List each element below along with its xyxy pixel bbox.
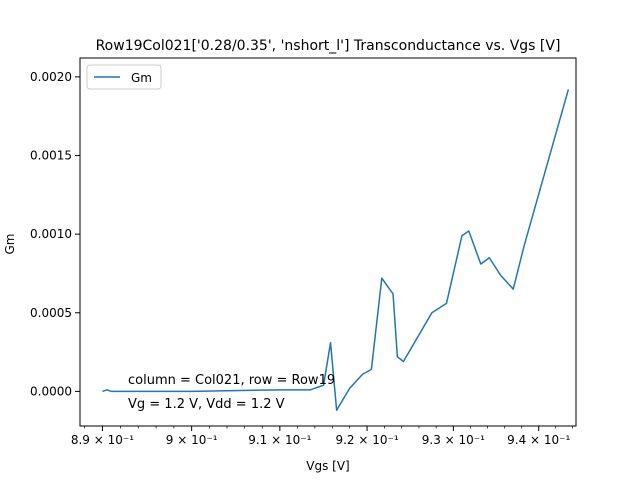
- y-tick-label: 0.0010: [30, 227, 72, 241]
- annotation-location: column = Col021, row = Row19: [128, 373, 335, 388]
- axes-frame: [79, 57, 577, 427]
- legend-box: [86, 64, 162, 90]
- legend: Gm: [86, 64, 162, 90]
- annotation-bias: Vg = 1.2 V, Vdd = 1.2 V: [128, 397, 285, 412]
- plot-area: 8.9 × 10⁻¹ 9 × 10⁻¹ 9.1 × 10⁻¹ 9.2 × 10⁻¹ 9.…: [30, 57, 577, 447]
- x-tick-label: 9 × 10⁻¹: [166, 433, 218, 447]
- y-tick-label: 0.0000: [30, 384, 72, 398]
- x-tick-label: 9.2 × 10⁻¹: [335, 433, 398, 447]
- x-tick-label: 9.3 × 10⁻¹: [422, 433, 485, 447]
- legend-label: Gm: [131, 71, 152, 85]
- series-line-0: [102, 89, 570, 412]
- y-tick-label: 0.0020: [30, 70, 72, 84]
- y-axis-label: Gm: [3, 234, 17, 255]
- x-tick-label: 8.9 × 10⁻¹: [71, 433, 134, 447]
- x-axis-label: Vgs [V]: [306, 459, 349, 473]
- y-tick-label: 0.0015: [30, 149, 72, 163]
- y-tick-label: 0.0005: [30, 306, 72, 320]
- x-tick-label: 9.1 × 10⁻¹: [248, 433, 311, 447]
- x-tick-label: 9.4 × 10⁻¹: [507, 433, 570, 447]
- chart-title: Row19Col021['0.28/0.35', 'nshort_l'] Tra…: [96, 38, 561, 54]
